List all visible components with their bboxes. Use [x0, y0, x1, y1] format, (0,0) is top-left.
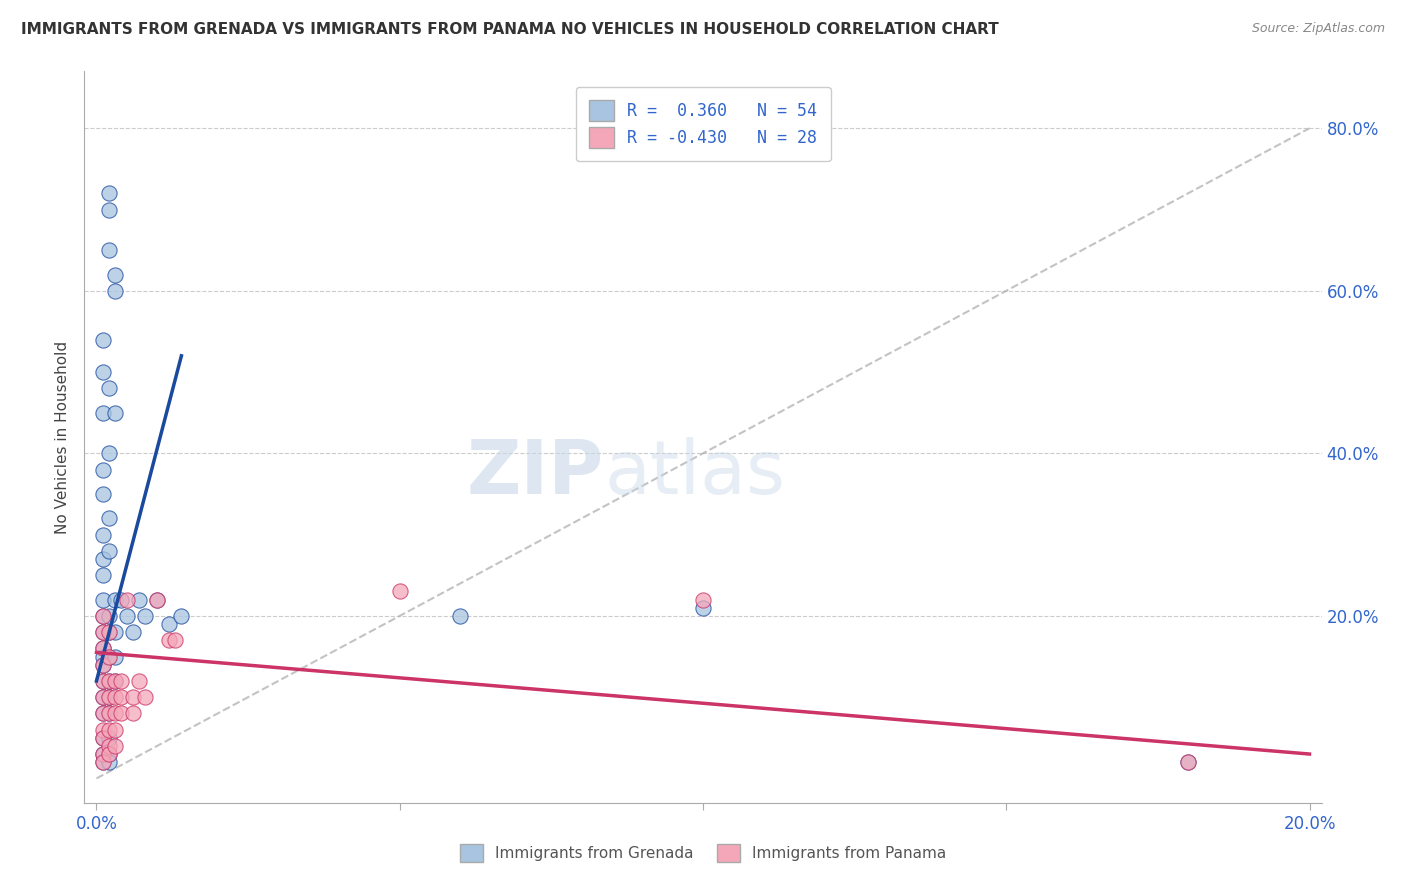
Point [97, 625, 120, 640]
Point [128, 592, 150, 607]
Point [115, 608, 138, 623]
Point [97, 747, 120, 761]
Point [97, 723, 120, 737]
Point [97, 243, 120, 257]
Point [134, 690, 156, 705]
Point [1177, 755, 1199, 769]
Point [97, 731, 120, 745]
Point [91, 755, 114, 769]
Point [692, 600, 714, 615]
Point [104, 268, 127, 282]
Point [91, 690, 114, 705]
Text: ZIP: ZIP [467, 437, 605, 510]
Point [692, 592, 714, 607]
Point [157, 633, 180, 648]
Point [91, 747, 114, 761]
Legend: R =  0.360   N = 54, R = -0.430   N = 28: R = 0.360 N = 54, R = -0.430 N = 28 [575, 87, 831, 161]
Point [110, 706, 132, 721]
Point [115, 592, 138, 607]
Point [91, 462, 114, 476]
Point [1177, 755, 1199, 769]
Point [91, 527, 114, 541]
Point [97, 739, 120, 753]
Point [97, 690, 120, 705]
Point [97, 608, 120, 623]
Point [104, 673, 127, 688]
Point [91, 755, 114, 769]
Point [91, 673, 114, 688]
Point [97, 186, 120, 201]
Y-axis label: No Vehicles in Household: No Vehicles in Household [55, 341, 70, 533]
Point [91, 706, 114, 721]
Point [97, 202, 120, 217]
Point [91, 592, 114, 607]
Point [110, 673, 132, 688]
Text: IMMIGRANTS FROM GRENADA VS IMMIGRANTS FROM PANAMA NO VEHICLES IN HOUSEHOLD CORRE: IMMIGRANTS FROM GRENADA VS IMMIGRANTS FR… [21, 22, 998, 37]
Point [91, 657, 114, 672]
Point [146, 592, 169, 607]
Text: Source: ZipAtlas.com: Source: ZipAtlas.com [1251, 22, 1385, 36]
Point [91, 406, 114, 420]
Point [165, 633, 187, 648]
Point [91, 552, 114, 566]
Point [97, 755, 120, 769]
Point [91, 731, 114, 745]
Point [104, 592, 127, 607]
Point [91, 641, 114, 656]
Point [91, 723, 114, 737]
Point [91, 747, 114, 761]
Point [91, 487, 114, 501]
Point [128, 673, 150, 688]
Point [146, 592, 169, 607]
Point [91, 568, 114, 582]
Point [122, 690, 145, 705]
Point [97, 544, 120, 558]
Point [91, 625, 114, 640]
Point [97, 381, 120, 395]
Point [157, 617, 180, 632]
Point [91, 731, 114, 745]
Point [104, 673, 127, 688]
Point [170, 608, 193, 623]
Point [97, 511, 120, 525]
Text: atlas: atlas [605, 437, 785, 510]
Point [104, 406, 127, 420]
Point [91, 641, 114, 656]
Point [97, 706, 120, 721]
Point [91, 706, 114, 721]
Point [449, 608, 471, 623]
Point [97, 673, 120, 688]
Point [97, 625, 120, 640]
Point [104, 706, 127, 721]
Point [97, 706, 120, 721]
Point [104, 690, 127, 705]
Point [110, 592, 132, 607]
Point [97, 747, 120, 761]
Point [91, 690, 114, 705]
Point [134, 608, 156, 623]
Point [97, 649, 120, 664]
Point [91, 673, 114, 688]
Point [388, 584, 411, 599]
Point [91, 333, 114, 347]
Point [97, 446, 120, 460]
Point [104, 739, 127, 753]
Point [104, 649, 127, 664]
Point [122, 706, 145, 721]
Point [97, 690, 120, 705]
Point [110, 690, 132, 705]
Point [122, 625, 145, 640]
Point [91, 365, 114, 379]
Point [91, 608, 114, 623]
Point [91, 649, 114, 664]
Point [97, 673, 120, 688]
Point [104, 284, 127, 298]
Point [97, 649, 120, 664]
Point [91, 657, 114, 672]
Point [91, 625, 114, 640]
Point [104, 723, 127, 737]
Point [104, 625, 127, 640]
Point [91, 608, 114, 623]
